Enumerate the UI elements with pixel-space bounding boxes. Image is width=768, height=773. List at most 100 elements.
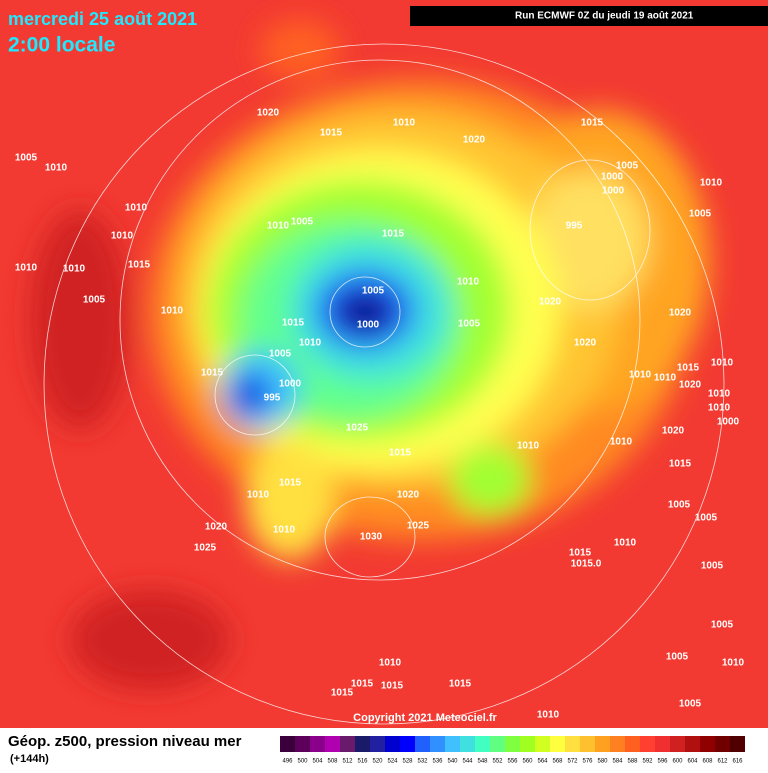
scale-swatch bbox=[565, 736, 580, 752]
scale-swatch bbox=[655, 736, 670, 752]
isobar-label: 1005 bbox=[695, 513, 718, 524]
isobar-label: 1015 bbox=[581, 118, 604, 129]
isobar-label: 1005 bbox=[291, 217, 314, 228]
isobar-label: 1020 bbox=[463, 135, 486, 146]
isobar-label: 1010 bbox=[15, 263, 38, 274]
isobar-label: 1015 bbox=[279, 478, 302, 489]
isobar-label: 1010 bbox=[708, 389, 731, 400]
run-box bbox=[410, 6, 768, 26]
isobar-label: 1010 bbox=[267, 221, 290, 232]
isobar-label: 1005 bbox=[83, 295, 106, 306]
isobar-label: 1010 bbox=[711, 358, 734, 369]
scale-label: 588 bbox=[627, 759, 638, 765]
isobar-label: 1000 bbox=[601, 172, 624, 183]
isobar-label: 1020 bbox=[669, 308, 692, 319]
scale-swatch bbox=[670, 736, 685, 752]
scale-label: 560 bbox=[522, 759, 533, 765]
isobar-label: 1010 bbox=[517, 441, 540, 452]
scale-label: 508 bbox=[327, 759, 338, 765]
scale-swatch bbox=[625, 736, 640, 752]
isobar-label: 1015 bbox=[382, 229, 405, 240]
scale-swatch bbox=[640, 736, 655, 752]
scale-label: 568 bbox=[552, 759, 563, 765]
scale-swatch bbox=[520, 736, 535, 752]
scale-label: 604 bbox=[687, 759, 698, 765]
isobar-label: 1015 bbox=[331, 688, 354, 699]
scale-label: 572 bbox=[567, 759, 578, 765]
height-field bbox=[30, 20, 710, 690]
scale-swatch bbox=[610, 736, 625, 752]
isobar-label: 1010 bbox=[125, 203, 148, 214]
isobar-label: 1025 bbox=[194, 543, 217, 554]
scale-label: 500 bbox=[297, 759, 308, 765]
isobar-label: 1010 bbox=[247, 490, 270, 501]
scale-swatch bbox=[355, 736, 370, 752]
isobar-label: 1010 bbox=[273, 525, 296, 536]
scale-label: 528 bbox=[402, 759, 413, 765]
isobar-label: 1020 bbox=[257, 108, 280, 119]
isobar-label: 1030 bbox=[360, 532, 383, 543]
isobar-label: 1015 bbox=[677, 363, 700, 374]
scale-label: 584 bbox=[612, 759, 623, 765]
isobar-label: 1020 bbox=[205, 522, 228, 533]
isobar-label: 1020 bbox=[679, 380, 702, 391]
isobar-label: 1015.0 bbox=[571, 559, 602, 570]
scale-swatch bbox=[400, 736, 415, 752]
scale-label: 548 bbox=[477, 759, 488, 765]
isobar-label: 1015 bbox=[128, 260, 151, 271]
isobar-label: 1000 bbox=[602, 186, 625, 197]
isobar-label: 1020 bbox=[397, 490, 420, 501]
isobar-label: 1015 bbox=[201, 368, 224, 379]
isobar-label: 1005 bbox=[666, 652, 689, 663]
date: mercredi 25 août 2021 bbox=[8, 9, 197, 29]
isobar-label: 1010 bbox=[708, 403, 731, 414]
isobar-label: 1010 bbox=[700, 178, 723, 189]
isobar-label: 995 bbox=[566, 221, 583, 232]
isobar-label: 1000 bbox=[279, 379, 302, 390]
isobar-label: 1020 bbox=[539, 297, 562, 308]
scale-label: 612 bbox=[717, 759, 728, 765]
scale-swatch bbox=[505, 736, 520, 752]
scale-label: 512 bbox=[342, 759, 353, 765]
scale-label: 608 bbox=[702, 759, 713, 765]
scale-label: 520 bbox=[372, 759, 383, 765]
scale-swatch bbox=[430, 736, 445, 752]
scale-label: 552 bbox=[492, 759, 503, 765]
isobar-label: 1010 bbox=[537, 710, 560, 721]
isobar-label: 1005 bbox=[701, 561, 724, 572]
scale-swatch bbox=[370, 736, 385, 752]
isobar-label: 995 bbox=[264, 393, 281, 404]
scale-swatch bbox=[580, 736, 595, 752]
scale-swatch bbox=[280, 736, 295, 752]
isobar-label: 1005 bbox=[679, 699, 702, 710]
scale-swatch bbox=[340, 736, 355, 752]
isobars bbox=[43, 43, 725, 725]
scale-swatch bbox=[445, 736, 460, 752]
scale-label: 580 bbox=[597, 759, 608, 765]
isobar-label: 1010 bbox=[63, 264, 86, 275]
isobar-label: 1000 bbox=[357, 320, 380, 331]
isobar-label: 1020 bbox=[662, 426, 685, 437]
isobar-label: 1005 bbox=[668, 500, 691, 511]
footer-title: Géop. z500, pression niveau mer bbox=[8, 733, 242, 750]
isobar-label: 1015 bbox=[669, 459, 692, 470]
scale-label: 616 bbox=[732, 759, 743, 765]
isobar-label: 1025 bbox=[407, 521, 430, 532]
isobar-label: 1010 bbox=[722, 658, 745, 669]
isobar-label: 1010 bbox=[111, 231, 134, 242]
isobar-label: 1000 bbox=[717, 417, 740, 428]
scale-swatch bbox=[535, 736, 550, 752]
scale-swatch bbox=[715, 736, 730, 752]
isobar-label: 1025 bbox=[346, 423, 369, 434]
scale-swatch bbox=[295, 736, 310, 752]
scale-swatch bbox=[550, 736, 565, 752]
isobar-label: 1015 bbox=[569, 548, 592, 559]
scale-label: 564 bbox=[537, 759, 548, 765]
isobar-label: 1010 bbox=[457, 277, 480, 288]
scale-swatch bbox=[325, 736, 340, 752]
scale-label: 524 bbox=[387, 759, 398, 765]
scale-label: 592 bbox=[642, 759, 653, 765]
scale-swatch bbox=[730, 736, 745, 752]
isobar-label: 1010 bbox=[393, 118, 416, 129]
